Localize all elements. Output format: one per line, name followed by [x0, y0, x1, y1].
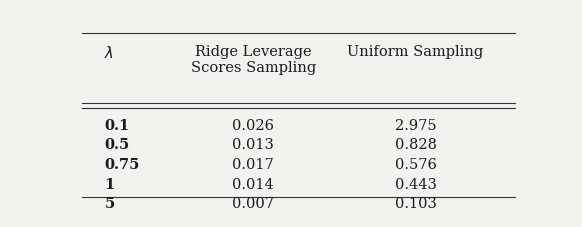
- Text: $\lambda$: $\lambda$: [104, 45, 114, 61]
- Text: 0.5: 0.5: [104, 138, 130, 152]
- Text: Ridge Leverage
Scores Sampling: Ridge Leverage Scores Sampling: [190, 45, 316, 75]
- Text: 0.007: 0.007: [232, 196, 274, 210]
- Text: 1: 1: [104, 177, 115, 191]
- Text: 0.443: 0.443: [395, 177, 436, 191]
- Text: 0.017: 0.017: [232, 157, 274, 171]
- Text: 0.576: 0.576: [395, 157, 436, 171]
- Text: 0.026: 0.026: [232, 118, 274, 132]
- Text: 2.975: 2.975: [395, 118, 436, 132]
- Text: 0.1: 0.1: [104, 118, 130, 132]
- Text: 0.828: 0.828: [395, 138, 436, 152]
- Text: 0.013: 0.013: [232, 138, 274, 152]
- Text: Uniform Sampling: Uniform Sampling: [347, 45, 484, 59]
- Text: 0.103: 0.103: [395, 196, 436, 210]
- Text: 0.75: 0.75: [104, 157, 140, 171]
- Text: 5: 5: [104, 196, 115, 210]
- Text: 0.014: 0.014: [232, 177, 274, 191]
